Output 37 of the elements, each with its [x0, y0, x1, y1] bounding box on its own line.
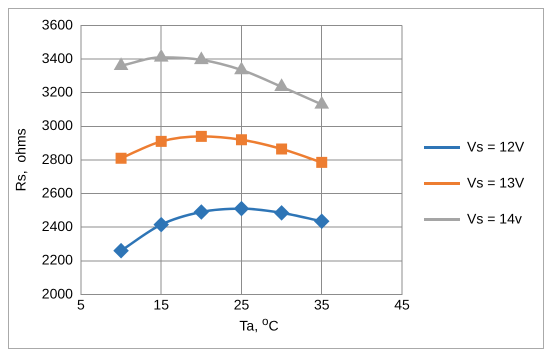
- point: [156, 136, 167, 147]
- y-tick-label: 2200: [42, 252, 74, 268]
- point: [154, 50, 168, 62]
- point: [196, 130, 207, 142]
- y-tick-label: 3000: [42, 117, 74, 134]
- point: [316, 156, 328, 168]
- x-tick-label: 45: [394, 296, 410, 313]
- y-tick-label: 2600: [42, 184, 74, 200]
- point: [235, 62, 248, 74]
- point: [274, 206, 289, 220]
- point: [194, 52, 208, 64]
- x-tick-label: 25: [234, 296, 250, 313]
- point: [114, 243, 128, 258]
- y-tick-label: 2800: [42, 150, 74, 167]
- point: [236, 134, 247, 146]
- y-tick-label: 3200: [42, 84, 74, 100]
- point: [116, 152, 127, 164]
- x-tick-label: 5: [77, 296, 86, 313]
- point: [315, 97, 328, 109]
- legend-label: Vs = 13V: [467, 174, 525, 190]
- point: [234, 201, 249, 216]
- point: [114, 58, 128, 70]
- y-axis-title: Rs, ohms: [12, 128, 28, 192]
- x-tick-label: 15: [153, 296, 170, 313]
- point: [154, 217, 168, 232]
- y-tick-label: 2400: [42, 218, 74, 234]
- x-axis-title: Ta, $^{o}$C: [238, 315, 280, 334]
- point: [194, 204, 209, 220]
- y-tick-label: 3600: [42, 16, 74, 32]
- y-tick-label: 3400: [42, 50, 74, 66]
- legend-label: Vs = 14v: [467, 210, 522, 226]
- legend-label: Vs = 12V: [467, 138, 525, 154]
- y-tick-label: 2000: [42, 285, 74, 302]
- point: [276, 143, 288, 154]
- x-tick-label: 35: [314, 296, 330, 313]
- point: [314, 214, 329, 229]
- point: [275, 80, 288, 92]
